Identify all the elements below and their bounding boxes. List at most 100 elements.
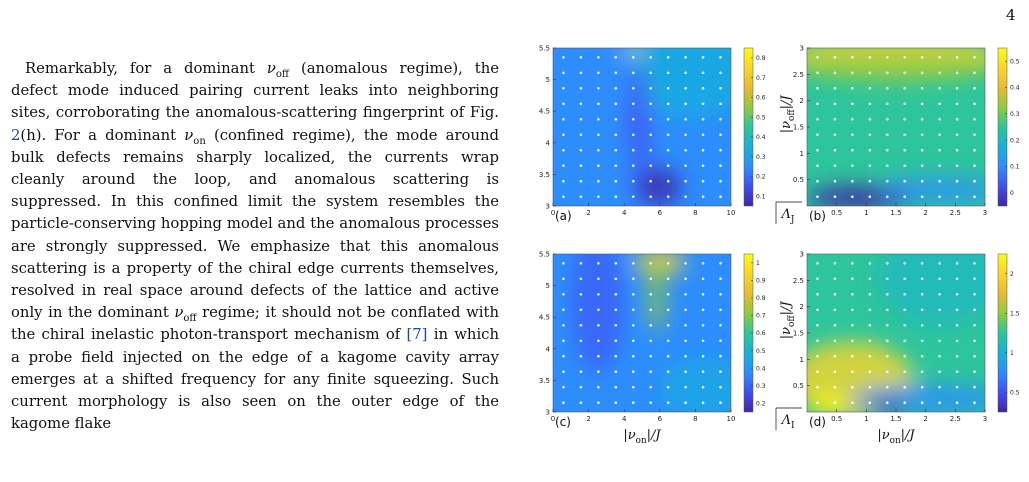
colorbar-tick-label: 0.5 [756,114,766,121]
y-tick-label: 3 [800,45,804,53]
x-tick-label: 0.5 [831,209,842,217]
page-number: 4 [1006,6,1016,24]
x-tick-label: 2.5 [950,209,961,217]
x-tick-label: 1.5 [890,209,901,217]
x-tick-label: 2 [586,415,590,423]
text-run: (h). For a dominant [20,126,185,144]
x-tick-label: 8 [693,209,697,217]
y-tick-label: 3 [546,203,550,211]
text-run: regime; it should not be conflated with … [11,304,499,344]
colorbar-tick-label: 0.7 [756,313,766,320]
y-tick-label: 2 [800,97,804,105]
colorbar-tick-label: 0.2 [756,174,766,181]
colorbar-tick-label: 0.7 [756,75,766,82]
panel-letter: (d) [809,415,826,429]
x-tick-label: 2 [923,415,927,423]
heatmap-region [553,48,634,112]
colorbar-tick-label: 1 [1010,350,1014,357]
y-tick-label: 1.5 [793,124,804,132]
x-tick-label: 4 [622,209,627,217]
colorbar-tick-label: 0.6 [756,330,766,337]
colorbar-tick-label: 0.2 [1010,137,1020,144]
colorbar-tick-label: 0.8 [756,295,766,302]
colorbar [997,47,1008,207]
heatmap-region [878,254,985,326]
axis-label: |νon|/J [877,428,915,446]
heatmap-panel-c: 0 2 4 6 8 10 3 3.5 4 4.5 5 5.5 0.2 0.3 0.4 0.5 0.6 0.7 0.8… [516,248,766,453]
text-run: Remarkably, for a dominant [25,60,267,77]
x-tick-label: 0 [551,209,555,217]
text-run: (anomalous regime), the defect mode indu… [11,60,499,122]
colorbar-tick-label: 0 [1010,190,1014,197]
colorbar-tick-label: 0.4 [756,365,766,372]
heatmap-region [553,127,634,206]
panel-letter: (a) [555,209,572,223]
heatmap-svg-a: 0 2 4 6 8 10 3 3.5 4 4.5 5 5.5 0.1 0.2 0.3 0.4 0.5 0.6 0.7… [539,45,766,224]
y-tick-label: 5.5 [539,45,550,53]
heatmap-region [869,402,905,412]
y-tick-label: 4.5 [539,108,550,116]
y-tick-label: 1 [800,150,804,158]
x-tick-label: 6 [658,209,663,217]
paragraph-text: Remarkably, for a dominant νoff (anomalo… [11,58,499,435]
colorbar-tick-label: 0.5 [1010,58,1020,65]
x-tick-label: 2 [586,209,590,217]
math-symbol: νoff [266,60,290,80]
y-tick-label: 4 [546,345,551,353]
heatmap-region [810,394,847,412]
colorbar [743,47,754,207]
x-tick-label: 2.5 [950,415,961,423]
colorbar-tick-label: 0.6 [756,95,766,102]
heatmap-region [807,51,985,83]
y-tick-label: 3.5 [539,171,550,179]
colorbar-tick-label: 0.3 [756,154,766,161]
panel-letter: (c) [555,415,571,429]
heatmap-field [553,48,731,206]
y-tick-label: 1 [800,356,804,364]
axis-label: ΛJ [781,207,795,225]
axis-label: |νoff|/J [779,301,797,340]
x-tick-label: 2 [923,209,927,217]
y-tick-label: 3 [800,251,804,259]
x-tick-label: 10 [727,415,736,423]
y-tick-label: 3.5 [539,377,550,385]
colorbar [997,253,1008,413]
x-tick-label: 1 [864,415,868,423]
heatmap-region [624,48,642,55]
text-run: in which a probe field injected on the e… [11,326,499,433]
math-symbol: νon [184,126,206,147]
heatmap-svg-c: 0 2 4 6 8 10 3 3.5 4 4.5 5 5.5 0.2 0.3 0.4 0.5 0.6 0.7 0.8… [539,251,766,446]
lattice-dots [816,55,976,199]
heatmap-svg-b: 0.5 1 1.5 2 2.5 3 0.5 1 1.5 2 2.5 3 0 0.1 0.2 0.3 0.4 0.5… [775,45,1020,225]
colorbar-tick-label: 0.5 [756,348,766,355]
colorbar-tick-label: 0.1 [1010,164,1020,171]
heatmap-panel-b: 0.5 1 1.5 2 2.5 3 0.5 1 1.5 2 2.5 3 0 0.1 0.2 0.3 0.4 0.5… [770,42,1020,247]
x-tick-label: 4 [622,415,627,423]
x-tick-label: 3 [983,415,987,423]
colorbar-tick-label: 0.1 [756,193,766,200]
x-tick-label: 1.5 [890,415,901,423]
colorbar-tick-label: 0.4 [756,134,766,141]
y-tick-label: 1.5 [793,330,804,338]
y-tick-label: 5 [546,282,550,290]
reference-link[interactable]: [7] [406,326,428,344]
colorbar-tick-label: 0.5 [1010,389,1020,396]
text-run: (confined regime), the mode around bulk … [11,126,499,322]
heatmap-region [878,174,985,206]
colorbar-tick-label: 1 [756,260,760,267]
heatmap-svg-d: 0.5 1 1.5 2 2.5 3 0.5 1 1.5 2 2.5 3 0.5 1 1.5 2 (d) |νon|… [775,251,1020,446]
reference-link[interactable]: 2 [11,126,21,144]
colorbar-tick-label: 0.9 [756,278,766,285]
y-tick-label: 4.5 [539,314,550,322]
axis-label: ΛI [781,413,795,431]
panel-letter: (b) [809,209,826,223]
lattice-dots [816,261,976,405]
y-tick-label: 2.5 [793,71,804,79]
colorbar-tick-label: 1.5 [1010,310,1020,317]
x-tick-label: 3 [983,209,987,217]
math-symbol: νoff [174,304,197,325]
heatmap-panel-d: 0.5 1 1.5 2 2.5 3 0.5 1 1.5 2 2.5 3 0.5 1 1.5 2 (d) |νon|… [770,248,1020,453]
x-tick-label: 6 [658,415,663,423]
y-tick-label: 5.5 [539,251,550,259]
x-tick-label: 1 [864,209,868,217]
